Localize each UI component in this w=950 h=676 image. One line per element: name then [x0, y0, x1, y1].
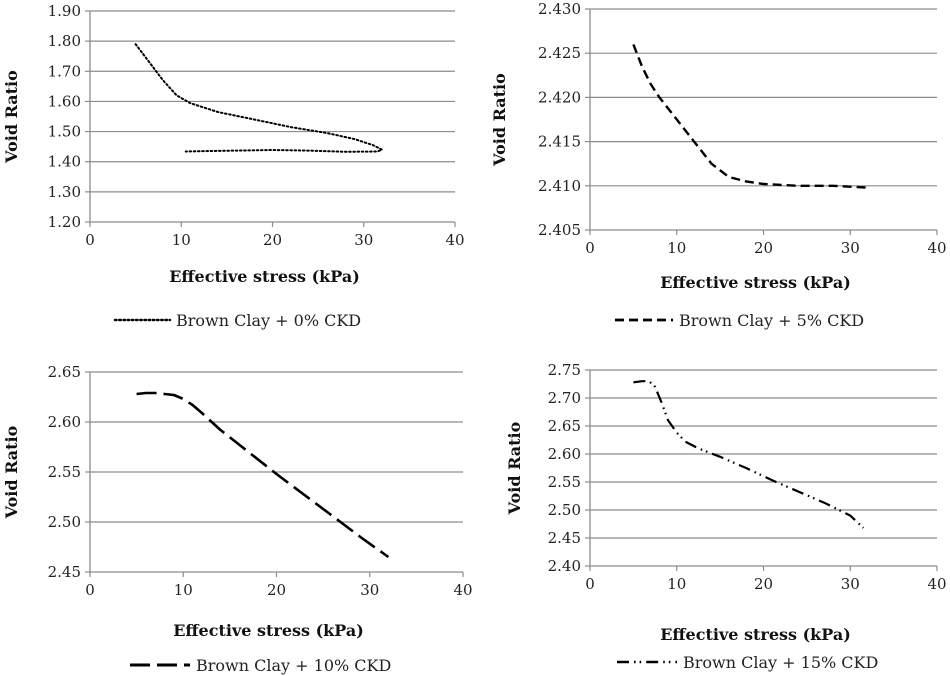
y-tick-label: 2.50	[48, 513, 81, 531]
y-tick-label: 1.30	[48, 183, 81, 201]
x-tick-label: 30	[841, 239, 860, 257]
series-line	[136, 391, 390, 559]
chart-1: 1.20 1.30 1.40 1.50 1.60 1.70 1.80 1.90 0 10 20 30 4…	[2, 2, 465, 330]
legend-label: Brown Clay + 15% CKD	[683, 653, 878, 672]
x-axis-title: Effective stress (kPa)	[660, 625, 851, 644]
y-tick-label: 2.45	[548, 529, 581, 547]
y-tick-label: 2.60	[48, 413, 81, 431]
x-tick-label: 40	[453, 581, 472, 599]
y-axis-title: Void Ratio	[490, 73, 509, 167]
y-tick-label: 2.420	[538, 88, 581, 106]
x-tick-label: 10	[174, 581, 193, 599]
x-tick-label: 30	[354, 231, 373, 249]
x-tick-label: 20	[754, 239, 773, 257]
y-tick-label: 2.65	[548, 417, 581, 435]
y-tick-label: 2.430	[538, 0, 581, 18]
x-tick-label: 30	[360, 581, 379, 599]
y-tick-label: 2.410	[538, 177, 581, 195]
chart-3: 2.45 2.50 2.55 2.60 2.65 0 10 20 30 40 Effective s…	[2, 363, 473, 675]
y-tick-label: 1.80	[48, 32, 81, 50]
legend: Brown Clay + 15% CKD	[617, 653, 878, 672]
x-tick-label: 10	[172, 231, 191, 249]
y-tick-label: 2.70	[548, 389, 581, 407]
y-tick-label: 1.60	[48, 92, 81, 110]
y-axis-title: Void Ratio	[2, 70, 21, 164]
chart-4: 2.40 2.45 2.50 2.55 2.60 2.65 2.70 2.75 0 10 20 30 4…	[505, 361, 947, 672]
y-axis-title: Void Ratio	[2, 425, 21, 519]
y-tick-label: 1.40	[48, 153, 81, 171]
chart-2: 2.405 2.410 2.415 2.420 2.425 2.430 0 10 20 30 40 E…	[490, 0, 947, 330]
y-tick-label: 2.40	[548, 557, 581, 575]
y-tick-label: 1.70	[48, 62, 81, 80]
y-tick-label: 2.50	[548, 501, 581, 519]
x-tick-label: 10	[667, 575, 686, 593]
y-tick-label: 1.50	[48, 123, 81, 141]
legend: Brown Clay + 5% CKD	[615, 311, 864, 330]
x-tick-label: 0	[585, 239, 595, 257]
series-line	[632, 43, 868, 189]
y-tick-label: 1.20	[48, 213, 81, 231]
x-tick-label: 20	[267, 581, 286, 599]
x-tick-label: 0	[85, 231, 95, 249]
x-tick-label: 0	[85, 581, 95, 599]
y-tick-label: 2.425	[538, 44, 581, 62]
y-tick-label: 2.55	[48, 463, 81, 481]
x-tick-label: 40	[927, 575, 946, 593]
y-tick-label: 2.60	[548, 445, 581, 463]
y-tick-label: 2.75	[548, 361, 581, 379]
legend: Brown Clay + 10% CKD	[130, 656, 391, 675]
legend-label: Brown Clay + 0% CKD	[176, 311, 361, 330]
x-axis-title: Effective stress (kPa)	[173, 621, 364, 640]
y-tick-label: 2.65	[48, 363, 81, 381]
legend-label: Brown Clay + 5% CKD	[679, 311, 864, 330]
legend: Brown Clay + 0% CKD	[113, 311, 361, 330]
y-axis-title: Void Ratio	[505, 421, 524, 515]
series-line	[134, 43, 383, 153]
y-tick-label: 2.405	[538, 221, 581, 239]
x-tick-label: 20	[263, 231, 282, 249]
x-tick-label: 20	[754, 575, 773, 593]
y-tick-label: 2.55	[548, 473, 581, 491]
x-tick-label: 0	[585, 575, 595, 593]
y-tick-label: 2.415	[538, 133, 581, 151]
x-tick-label: 40	[445, 231, 464, 249]
x-axis-title: Effective stress (kPa)	[660, 273, 851, 292]
x-tick-label: 40	[927, 239, 946, 257]
legend-label: Brown Clay + 10% CKD	[196, 656, 391, 675]
x-tick-label: 10	[667, 239, 686, 257]
x-axis-title: Effective stress (kPa)	[169, 267, 360, 286]
x-tick-label: 30	[841, 575, 860, 593]
y-tick-label: 1.90	[48, 2, 81, 20]
y-tick-label: 2.45	[48, 563, 81, 581]
series-line	[633, 380, 865, 529]
